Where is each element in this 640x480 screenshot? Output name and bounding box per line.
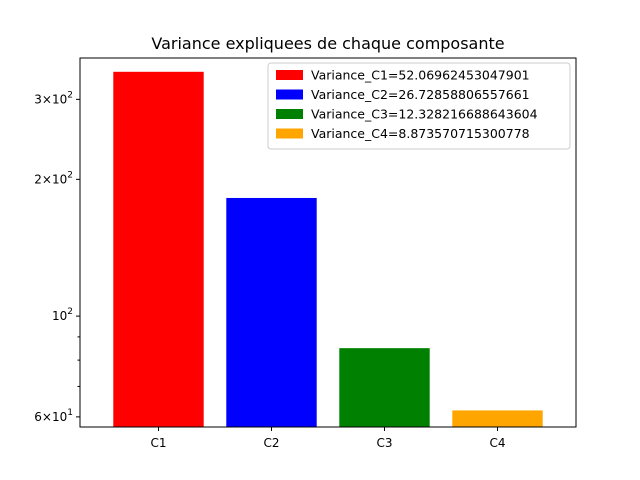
y-tick-label: 2×102 <box>34 170 73 186</box>
x-tick-label: C1 <box>150 436 166 450</box>
bar-c4 <box>452 410 543 427</box>
x-tick-label: C2 <box>263 436 279 450</box>
legend-box <box>267 62 571 150</box>
y-tick-label: 102 <box>52 307 73 323</box>
legend-swatch <box>276 89 303 100</box>
bar-c1 <box>113 71 204 427</box>
bar-c3 <box>339 348 430 427</box>
legend-swatch <box>276 109 303 119</box>
legend-label: Variance_C1=52.06962453047901 <box>311 68 530 83</box>
chart-title: Variance expliquees de chaque composante <box>151 34 504 53</box>
x-tick-label: C3 <box>376 436 392 450</box>
bar-c2 <box>226 197 317 427</box>
plot-frame <box>79 57 577 428</box>
bars-group <box>113 71 543 427</box>
legend-label: Variance_C3=12.328216688643604 <box>311 107 538 122</box>
legend: Variance_C1=52.06962453047901 Variance_C2… <box>267 62 571 150</box>
x-tick-label: C4 <box>489 436 505 450</box>
legend-swatch <box>276 70 303 80</box>
y-tick-label: 3×102 <box>34 90 73 106</box>
axes-group: C1 C2 C3 C4 6×101 102 2×102 3×102 <box>34 57 577 450</box>
legend-label: Variance_C2=26.72858806557661 <box>311 87 530 102</box>
y-tick-label: 6×101 <box>34 408 73 424</box>
legend-label: Variance_C4=8.873570715300778 <box>311 126 530 141</box>
legend-swatch <box>276 128 303 139</box>
